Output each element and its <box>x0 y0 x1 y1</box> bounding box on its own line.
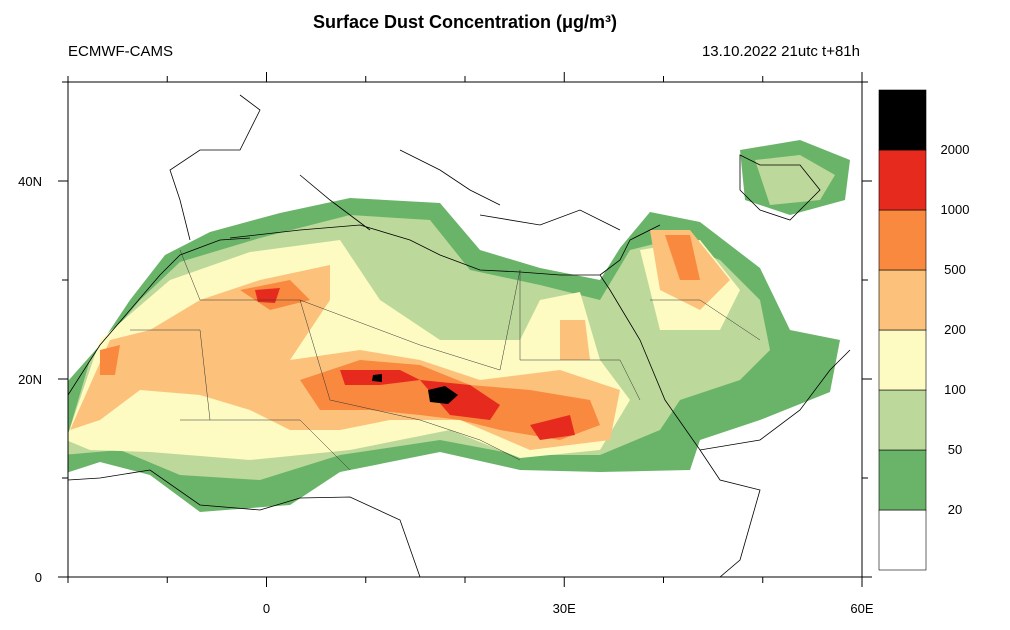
title: Surface Dust Concentration (μg/m³) <box>313 12 617 32</box>
country-borders <box>130 249 761 471</box>
colorbar-label: 500 <box>944 262 966 277</box>
y-tick-label: 20N <box>18 372 42 387</box>
colorbar-label: 100 <box>944 382 966 397</box>
right-label: 13.10.2022 21utc t+81h <box>702 43 860 60</box>
left-label: ECMWF-CAMS <box>68 43 173 60</box>
dust-lightorange <box>70 230 730 450</box>
dust-field <box>68 94 851 577</box>
colorbar-box <box>878 389 927 451</box>
y-tick-label: 0 <box>35 570 42 585</box>
colorbar-box <box>878 209 927 271</box>
y-tick-label: 40N <box>18 174 42 189</box>
x-tick-label: 0 <box>263 601 270 616</box>
colorbar-box <box>878 149 927 211</box>
dust-black <box>372 374 458 404</box>
colorbar-box <box>878 89 927 151</box>
x-tick-label: 30E <box>553 601 576 616</box>
dust-red <box>255 288 575 440</box>
colorbar-label: 20 <box>948 502 962 517</box>
colorbar-label: 200 <box>944 322 966 337</box>
colorbar-label: 1000 <box>941 202 970 217</box>
colorbar-box <box>878 509 927 571</box>
colorbar-box <box>878 329 927 391</box>
colorbar-label: 2000 <box>941 142 970 157</box>
colorbar-box <box>878 269 927 331</box>
dust-orange <box>100 235 700 440</box>
colorbar-box <box>878 449 927 511</box>
colorbar-label: 50 <box>948 442 962 457</box>
coastline <box>68 94 851 577</box>
x-tick-label: 60E <box>850 601 873 616</box>
